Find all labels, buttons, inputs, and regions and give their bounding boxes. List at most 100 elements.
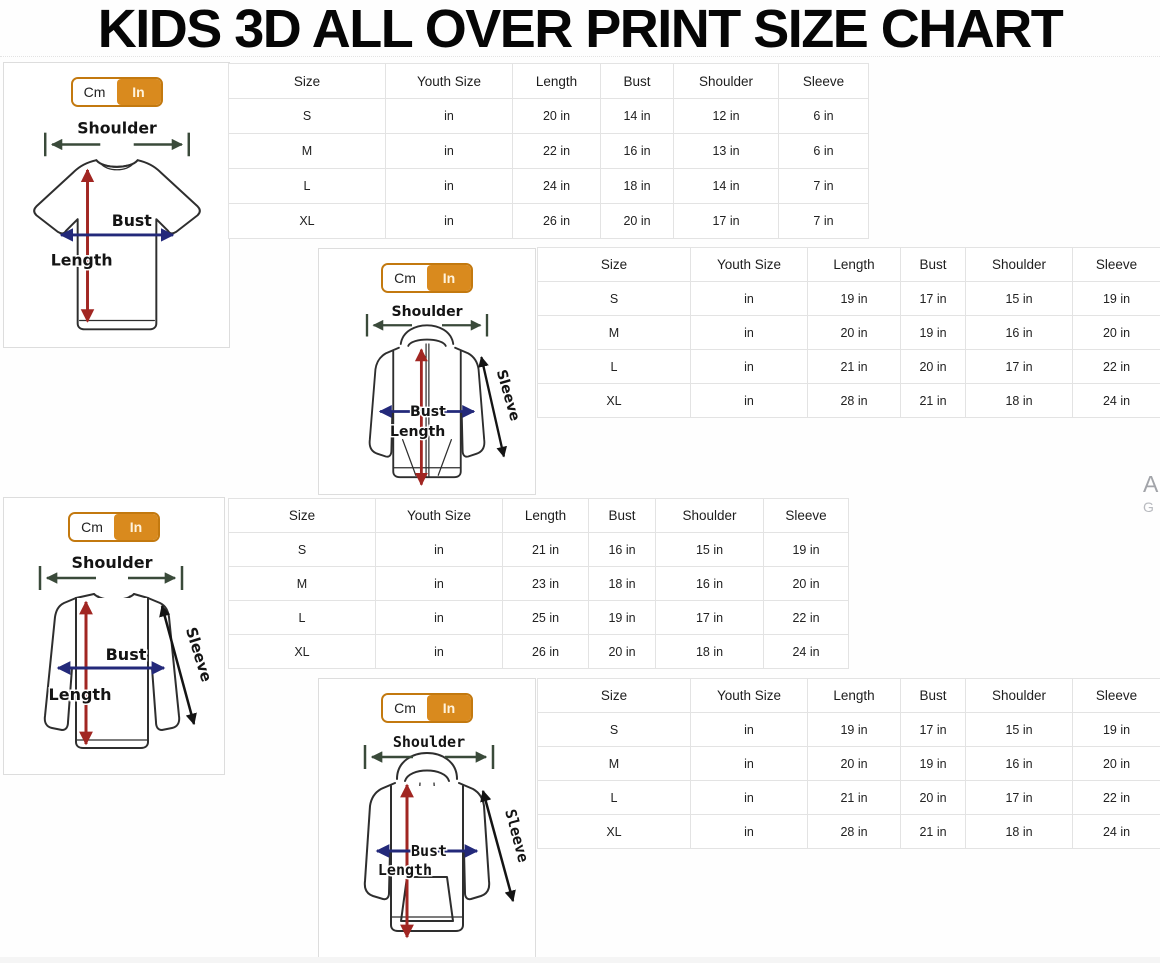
page-title: KIDS 3D ALL OVER PRINT SIZE CHART [97,0,1064,59]
header-row: Size Youth Size Length Bust Shoulder Sleeve [537,247,1160,282]
value-cell: in [690,712,808,747]
value-cell: 6 in [778,98,869,134]
size-cell: M [228,133,386,169]
in-toggle-button[interactable]: In [116,79,161,105]
column-header: Bust [600,63,674,99]
value-cell: 23 in [502,566,589,601]
value-cell: 6 in [778,133,869,169]
cm-toggle-button[interactable]: Cm [383,695,427,721]
sleeve-label: Sleeve [501,807,529,864]
tshirt-outline [32,159,201,331]
column-header: Size [537,678,691,713]
column-header: Sleeve [763,498,849,533]
table-row: XL in 26 in 20 in 18 in 24 in [228,634,849,669]
length-label: Length [49,685,112,704]
value-cell: 21 in [900,383,966,418]
cm-toggle-button[interactable]: Cm [383,265,427,291]
value-cell: 20 in [512,98,601,134]
bust-label: Bust [411,842,447,860]
unit-toggle: Cm In [68,512,160,542]
value-cell: 15 in [965,712,1073,747]
bust-label: Bust [410,404,446,420]
value-cell: in [690,315,808,350]
value-cell: 14 in [600,98,674,134]
value-cell: 18 in [965,814,1073,849]
long-sleeve-diagram-panel: Cm In Shoulder Bust Lengt [3,497,225,775]
value-cell: 18 in [965,383,1073,418]
tshirt-diagram-panel: Cm In Shoulder Bust Length [3,62,230,348]
value-cell: 22 in [763,600,849,635]
value-cell: 16 in [965,746,1073,781]
size-cell: L [228,168,386,204]
size-cell: XL [228,634,376,669]
column-header: Size [537,247,691,282]
shoulder-arrow [365,314,489,337]
column-header: Shoulder [965,678,1073,713]
in-toggle-button[interactable]: In [114,514,158,540]
unit-toggle: Cm In [70,77,163,107]
bottom-strip [0,957,1160,963]
value-cell: 25 in [502,600,589,635]
zip-hoodie-diagram-panel: Cm In Shoulder Bust [318,248,536,495]
value-cell: 26 in [502,634,589,669]
value-cell: 20 in [900,349,966,384]
column-header: Youth Size [690,247,808,282]
value-cell: in [385,133,513,169]
column-header: Sleeve [1072,678,1160,713]
value-cell: in [375,600,503,635]
value-cell: in [690,281,808,316]
shoulder-arrow [38,566,184,590]
value-cell: in [385,168,513,204]
value-cell: 14 in [673,168,779,204]
value-cell: 22 in [1072,780,1160,815]
shoulder-label: Shoulder [77,119,157,138]
value-cell: 17 in [655,600,764,635]
table-row: XL in 28 in 21 in 18 in 24 in [537,814,1160,849]
shoulder-label: Shoulder [391,304,462,320]
in-toggle-button[interactable]: In [427,265,471,291]
value-cell: 21 in [502,532,589,567]
value-cell: 20 in [900,780,966,815]
value-cell: 21 in [900,814,966,849]
value-cell: in [375,634,503,669]
value-cell: 19 in [900,315,966,350]
value-cell: 24 in [1072,383,1160,418]
unit-toggle: Cm In [381,693,473,723]
watermark-line2: G [1143,499,1154,515]
value-cell: 7 in [778,168,869,204]
length-label: Length [378,861,432,879]
cm-toggle-button[interactable]: Cm [72,79,117,105]
column-header: Length [807,247,901,282]
cm-toggle-button[interactable]: Cm [70,514,114,540]
value-cell: 28 in [807,383,901,418]
hoodie-diagram-panel: Cm In Shoulder Bust [318,678,536,958]
sleeve-arrow [478,356,507,458]
size-cell: S [537,712,691,747]
value-cell: in [690,383,808,418]
value-cell: 16 in [588,532,656,567]
column-header: Shoulder [673,63,779,99]
size-cell: L [537,780,691,815]
table-row: XL in 28 in 21 in 18 in 24 in [537,383,1160,418]
size-cell: S [537,281,691,316]
size-cell: XL [537,814,691,849]
column-header: Size [228,63,386,99]
value-cell: 17 in [900,712,966,747]
in-toggle-button[interactable]: In [427,695,471,721]
value-cell: 18 in [588,566,656,601]
value-cell: 7 in [778,203,869,239]
value-cell: 24 in [763,634,849,669]
value-cell: 24 in [1072,814,1160,849]
value-cell: 18 in [655,634,764,669]
long-sleeve-outline [43,593,181,749]
sleeve-label: Sleeve [493,368,523,423]
column-header: Youth Size [385,63,513,99]
